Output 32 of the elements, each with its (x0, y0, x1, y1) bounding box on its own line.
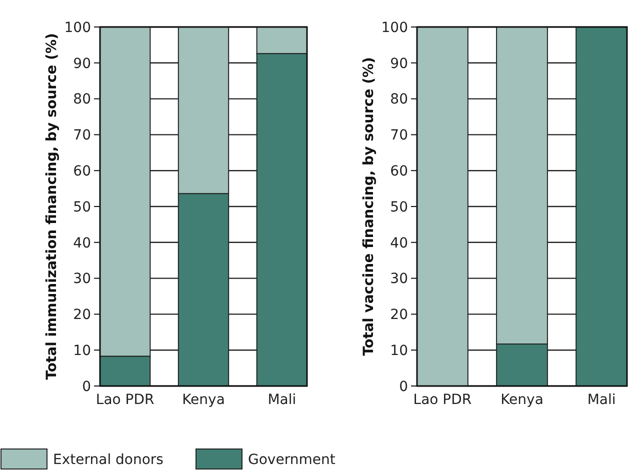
y-tick-label: 60 (73, 164, 91, 180)
y-tick-label: 10 (73, 343, 91, 359)
y-tick-label: 80 (73, 92, 91, 108)
y-tick-label: 90 (73, 56, 91, 72)
y-tick-label: 100 (64, 20, 91, 36)
y-tick-label: 40 (390, 235, 408, 252)
x-tick-label: Mali (587, 392, 616, 408)
y-tick-label: 90 (390, 56, 408, 72)
y-tick-label: 100 (381, 20, 408, 36)
y-tick-label: 50 (73, 199, 91, 216)
y-tick-label: 80 (390, 92, 408, 108)
x-tick-label: Kenya (182, 392, 225, 408)
x-tick-label: Kenya (500, 392, 544, 408)
y-tick-label: 40 (73, 235, 91, 252)
y-tick-label: 70 (390, 128, 408, 144)
x-tick-label: Mali (268, 392, 296, 408)
y-tick-label: 20 (390, 307, 408, 324)
legend-label: Government (248, 452, 336, 468)
y-tick-label: 70 (73, 128, 91, 144)
y-tick-label: 10 (390, 343, 408, 359)
y-tick-label: 0 (399, 378, 408, 395)
y-tick-label: 20 (73, 307, 91, 324)
y-tick-label: 30 (73, 271, 91, 288)
y-tick-label: 50 (390, 199, 408, 216)
y-tick-label: 30 (390, 271, 408, 288)
x-tick-label: Lao PDR (413, 392, 472, 408)
y-tick-label: 60 (390, 164, 408, 180)
y-axis-title: Total vaccine financing, by source (%) (361, 57, 377, 356)
x-tick-label: Lao PDR (96, 392, 155, 408)
y-axis-title: Total immunization financing, by source (%) (44, 33, 60, 380)
legend-label: External donors (53, 452, 164, 468)
y-tick-label: 0 (82, 378, 91, 395)
